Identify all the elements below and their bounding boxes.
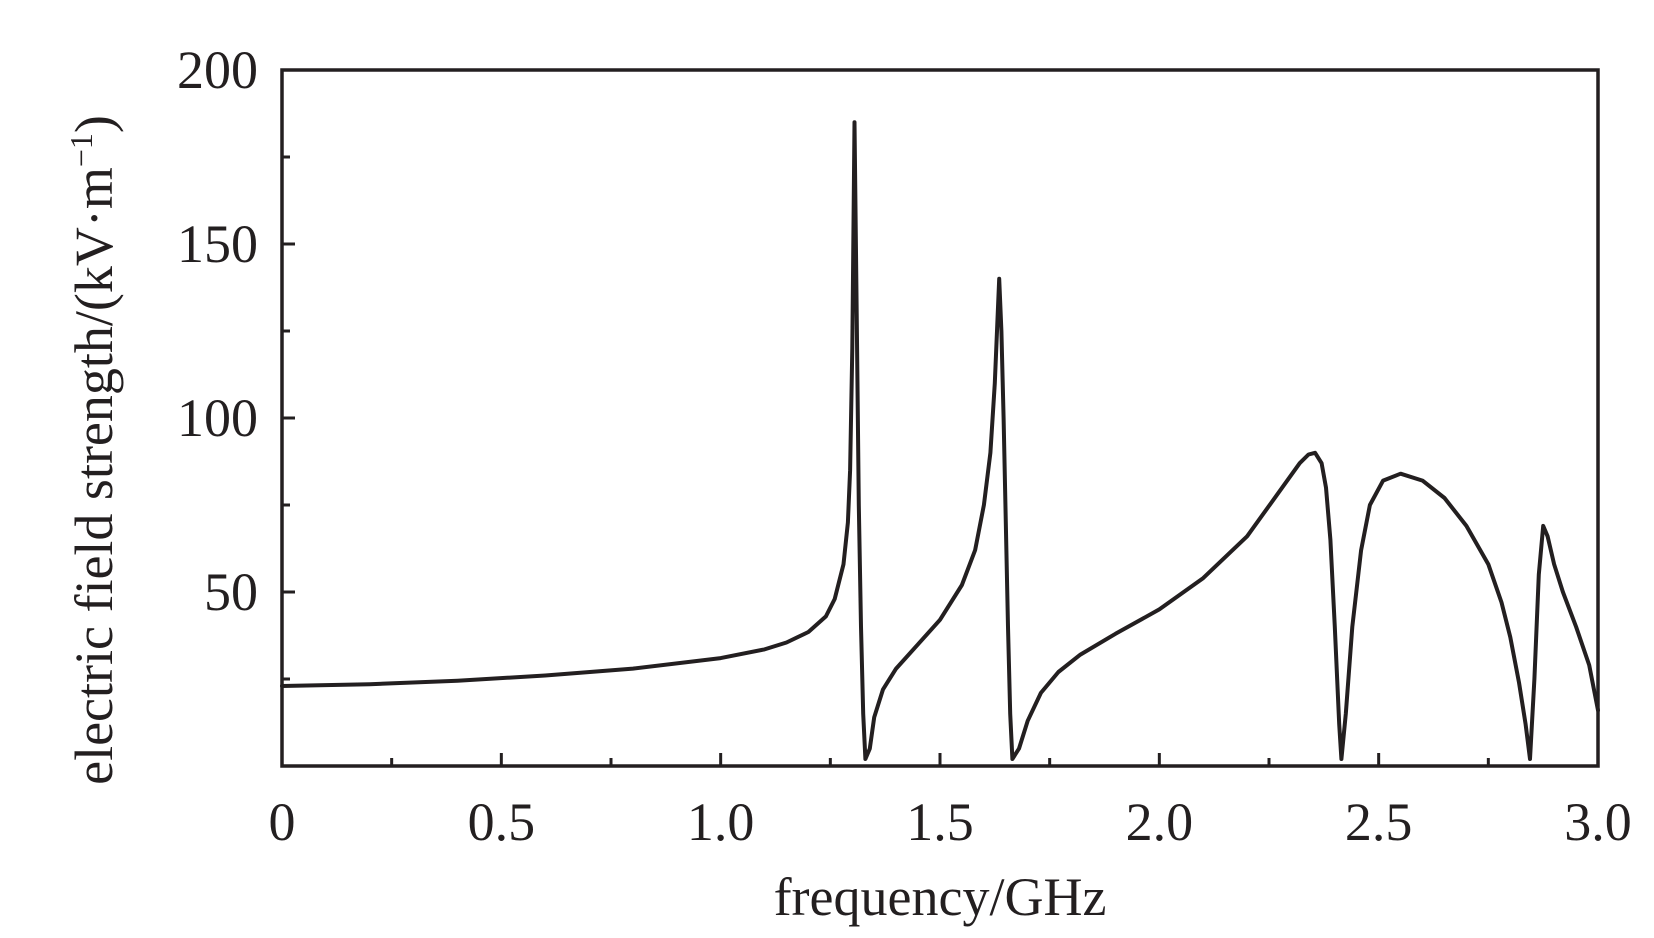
x-tick-label: 2.5: [1345, 792, 1413, 852]
y-tick-label: 50: [204, 562, 258, 622]
x-tick-label: 2.0: [1126, 792, 1194, 852]
axis-ticks: [282, 155, 1490, 766]
y-axis-title: electric field strength/(kV·m−1): [63, 115, 124, 785]
y-tick-label: 100: [177, 388, 258, 448]
x-tick-label: 1.0: [687, 792, 755, 852]
x-tick-label: 0: [269, 792, 296, 852]
y-axis-title-close: ): [64, 115, 124, 133]
tick-labels: 0 0.5 1.0 1.5 2.0 2.5 3.0 50 100 150 200: [177, 40, 1632, 852]
x-tick-label: 0.5: [468, 792, 536, 852]
x-tick-label: 1.5: [906, 792, 974, 852]
y-axis-title-superscript: −1: [63, 133, 99, 167]
x-tick-label: 3.0: [1564, 792, 1632, 852]
y-tick-label: 200: [177, 40, 258, 100]
y-tick-label: 150: [177, 214, 258, 274]
plot-frame: [280, 68, 1600, 768]
x-axis-title: frequency/GHz: [774, 867, 1107, 927]
series-line: [280, 120, 1600, 761]
y-axis-title-main: electric field strength/(kV·m: [64, 167, 124, 785]
